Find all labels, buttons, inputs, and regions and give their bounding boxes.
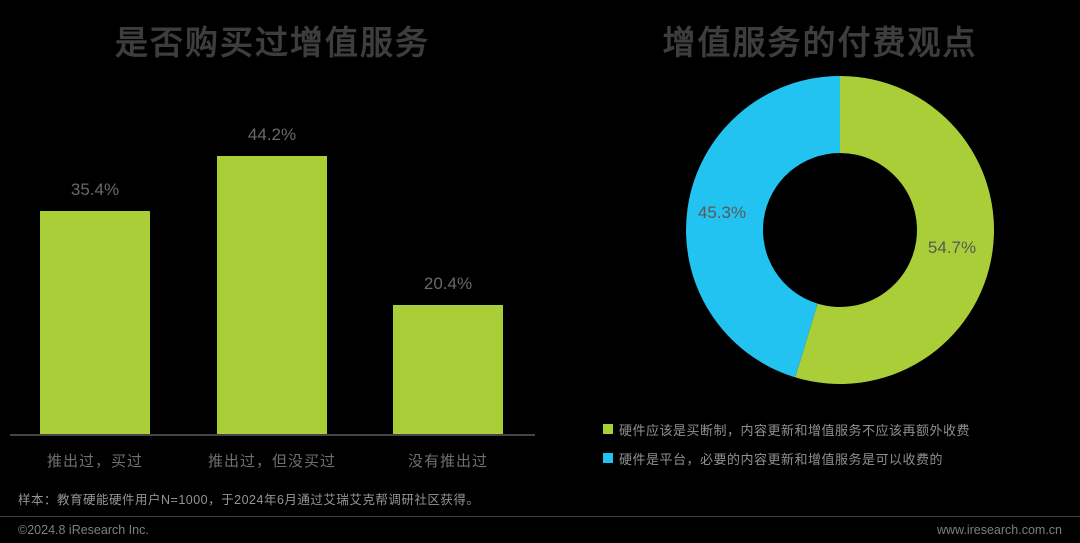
website-link[interactable]: www.iresearch.com.cn (936, 523, 1062, 537)
donut-chart-title: 增值服务的付费观点 (662, 24, 978, 61)
bar (217, 156, 327, 434)
legend-label: 硬件应该是买断制，内容更新和增值服务不应该再额外收费 (619, 422, 971, 438)
x-axis-category-label: 推出过，买过 (46, 453, 143, 470)
legend-swatch (603, 453, 613, 463)
donut-value-label: 54.7% (927, 238, 977, 257)
donut-chart (686, 76, 995, 384)
donut-slice (686, 76, 840, 378)
bar-value-label: 20.4% (423, 274, 473, 293)
x-axis-line (10, 434, 535, 436)
footer-divider (0, 516, 1080, 517)
bar-chart-plot: 35.4% 推出过，买过 44.2% 推出过，但没买过 20.4% 没有推出过 (0, 0, 545, 480)
bar (40, 211, 150, 434)
legend-item: 硬件是平台，必要的内容更新和增值服务是可以收费的 (603, 448, 970, 468)
bar (393, 305, 503, 434)
x-axis-category-label: 推出过，但没买过 (207, 453, 336, 470)
sample-note: 样本：教育硬能硬件用户N=1000，于2024年6月通过艾瑞艾克帮调研社区获得。 (18, 493, 480, 507)
donut-slice (795, 76, 995, 384)
legend-swatch (603, 424, 613, 434)
x-axis-category-label: 没有推出过 (407, 453, 488, 470)
copyright-text: ©2024.8 iResearch Inc. (18, 523, 149, 537)
donut-value-label: 45.3% (697, 203, 747, 222)
bar-value-label: 44.2% (247, 125, 297, 144)
donut-legend: 硬件应该是买断制，内容更新和增值服务不应该再额外收费 硬件是平台，必要的内容更新和… (603, 419, 970, 477)
legend-item: 硬件应该是买断制，内容更新和增值服务不应该再额外收费 (603, 419, 970, 439)
bar-chart-title: 是否购买过增值服务 (115, 24, 430, 61)
legend-label: 硬件是平台，必要的内容更新和增值服务是可以收费的 (619, 451, 944, 467)
bar-value-label: 35.4% (70, 180, 120, 199)
